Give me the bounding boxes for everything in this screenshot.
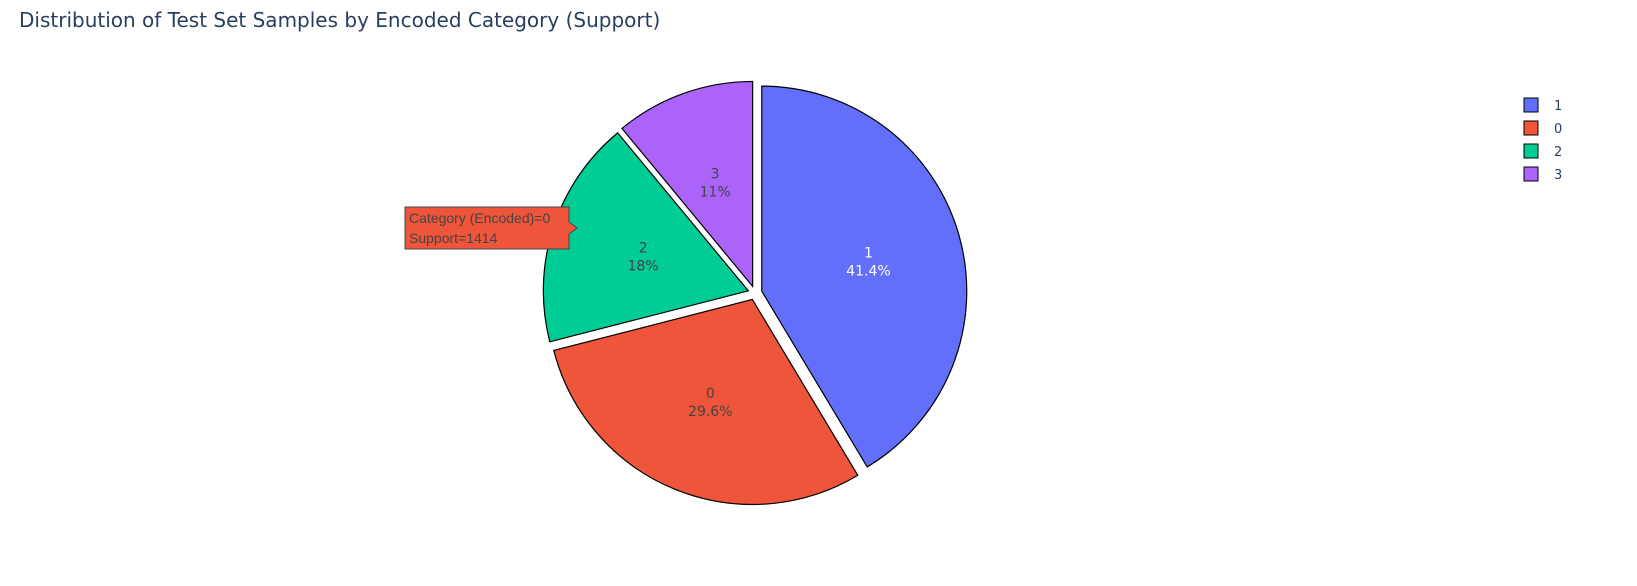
pie-slice-0[interactable] [553, 298, 859, 506]
legend-item-3[interactable]: 3 [1523, 166, 1562, 183]
legend-label-1: 1 [1554, 99, 1562, 114]
slice-label-1: 1 41.4% [846, 246, 890, 280]
legend-swatch-0 [1523, 120, 1539, 136]
legend-swatch-1 [1523, 97, 1539, 113]
legend-swatch-2 [1523, 143, 1539, 159]
slice-label-3: 3 11% [700, 166, 731, 200]
legend-item-2[interactable]: 2 [1523, 143, 1562, 160]
legend-item-0[interactable]: 0 [1523, 120, 1562, 137]
legend-swatch-3 [1523, 166, 1539, 182]
hover-tooltip-line: Category (Encoded)=0 [409, 210, 550, 226]
hover-tooltip [404, 206, 578, 250]
legend[interactable]: 1 0 2 3 [1523, 97, 1562, 183]
slice-label-2: 2 18% [627, 241, 658, 275]
slice-label-0: 0 29.6% [688, 386, 732, 420]
hover-tooltip-line: Support=1414 [409, 230, 498, 246]
legend-label-0: 0 [1554, 122, 1562, 137]
legend-label-2: 2 [1554, 145, 1562, 160]
pie-slice-3[interactable] [621, 80, 754, 289]
legend-item-1[interactable]: 1 [1523, 97, 1562, 114]
legend-label-3: 3 [1554, 168, 1562, 183]
pie-slice-1[interactable] [761, 85, 968, 468]
chart-title: Distribution of Test Set Samples by Enco… [19, 8, 661, 32]
